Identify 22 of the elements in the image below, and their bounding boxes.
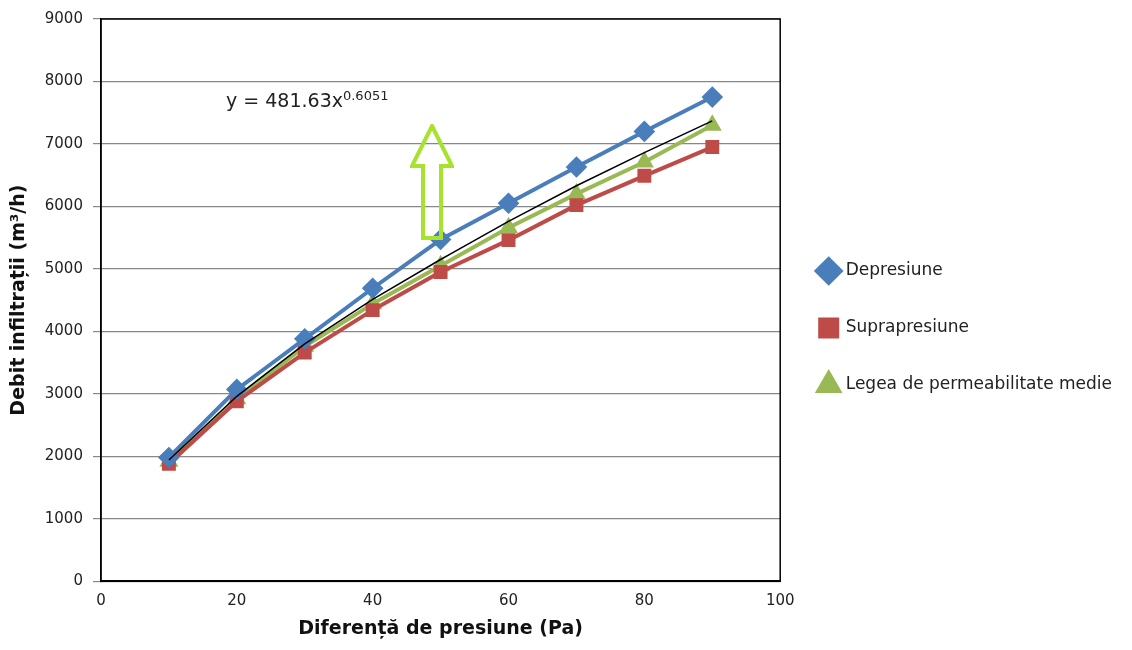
legend-label: Legea de permeabilitate medie	[845, 373, 1113, 394]
y-tick-label: 9000	[44, 8, 83, 27]
x-tick-label: 40	[363, 591, 383, 610]
y-tick-label: 6000	[44, 196, 83, 215]
x-tick-label: 20	[227, 591, 247, 610]
y-tick-label: 5000	[44, 258, 83, 277]
y-axis-title: Debit infiltrații (m³/h)	[6, 184, 30, 416]
x-axis-title: Diferență de presiune (Pa)	[298, 615, 583, 639]
x-tick-label: 80	[634, 591, 654, 610]
y-tick-label: 1000	[44, 508, 83, 527]
y-tick-label: 0	[73, 571, 83, 590]
y-tick-label: 3000	[44, 383, 83, 402]
legend-label: Depresiune	[845, 259, 943, 280]
legend-label: Suprapresiune	[845, 316, 969, 337]
annotation: y = 481.63x$^{0.6051}$	[226, 88, 389, 112]
x-tick-label: 0	[96, 591, 106, 610]
y-tick-label: 4000	[44, 321, 83, 340]
x-tick-label: 100	[765, 591, 795, 610]
y-tick-label: 8000	[44, 71, 83, 90]
x-tick-label: 60	[498, 591, 519, 610]
y-tick-label: 2000	[44, 446, 83, 465]
y-tick-label: 7000	[44, 133, 83, 152]
